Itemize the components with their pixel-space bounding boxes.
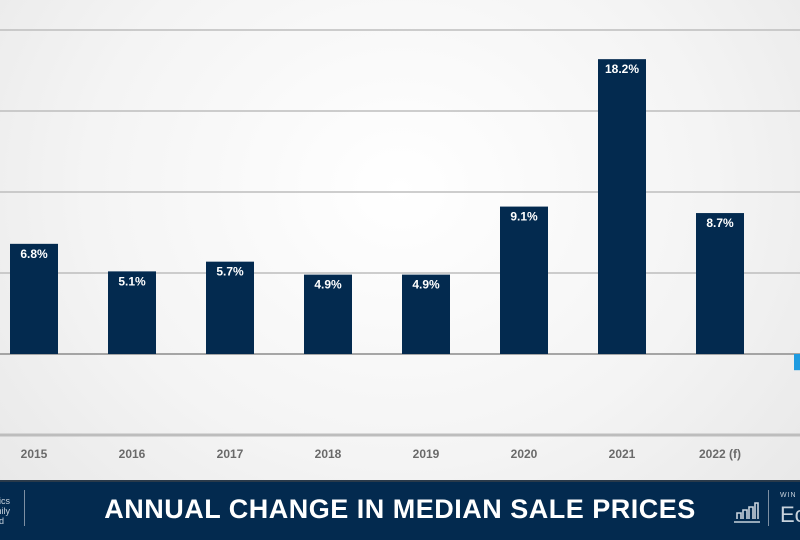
title-banner: nics mily ed ANNUAL CHANGE IN MEDIAN SAL… xyxy=(0,480,800,540)
data-label: 18.2% xyxy=(605,62,639,76)
bar-chart-icon xyxy=(734,502,760,523)
data-label: 5.1% xyxy=(118,274,146,288)
right-logo-small: WIN xyxy=(780,492,797,499)
data-label: 4.9% xyxy=(314,278,342,292)
bar xyxy=(500,206,548,354)
left-logo-line: ed xyxy=(0,516,5,526)
bars: 6.8% 5.1% 5.7% 4.9% 4.9% 9.1% 18.2% 8.7% xyxy=(10,59,800,371)
divider xyxy=(768,490,769,526)
gridlines xyxy=(0,29,800,437)
left-logo-line: nics xyxy=(0,496,11,506)
data-label: 5.7% xyxy=(216,265,244,279)
data-label: 8.7% xyxy=(706,216,734,230)
x-tick-label: 2015 xyxy=(21,447,48,461)
bar xyxy=(402,274,450,354)
data-label: 9.1% xyxy=(510,210,538,224)
x-tick-label: 2017 xyxy=(217,447,244,461)
bar xyxy=(794,354,800,371)
x-tick-label: 2019 xyxy=(413,447,440,461)
data-label: 6.8% xyxy=(20,247,48,261)
bar xyxy=(696,213,744,354)
x-tick-label: 2018 xyxy=(315,447,342,461)
x-tick-label: 2020 xyxy=(511,447,538,461)
left-logo-text: nics mily ed xyxy=(0,496,10,526)
bar xyxy=(598,59,646,354)
bar-chart: 6.8% 5.1% 5.7% 4.9% 4.9% 9.1% 18.2% 8.7% 2015 20… xyxy=(0,29,800,461)
right-logo-big: Ec xyxy=(780,502,800,527)
bar xyxy=(10,243,58,354)
x-tick-label: 2016 xyxy=(119,447,146,461)
x-tick-label: 2022 (f) xyxy=(699,447,741,461)
chart-title: ANNUAL CHANGE IN MEDIAN SALE PRICES xyxy=(104,494,696,524)
x-tick-label: 2021 xyxy=(609,447,636,461)
bar xyxy=(304,274,352,354)
divider xyxy=(24,490,25,526)
left-logo-line: mily xyxy=(0,506,10,516)
bar xyxy=(108,271,156,354)
data-label: 4.9% xyxy=(412,278,440,292)
bar xyxy=(206,261,254,354)
